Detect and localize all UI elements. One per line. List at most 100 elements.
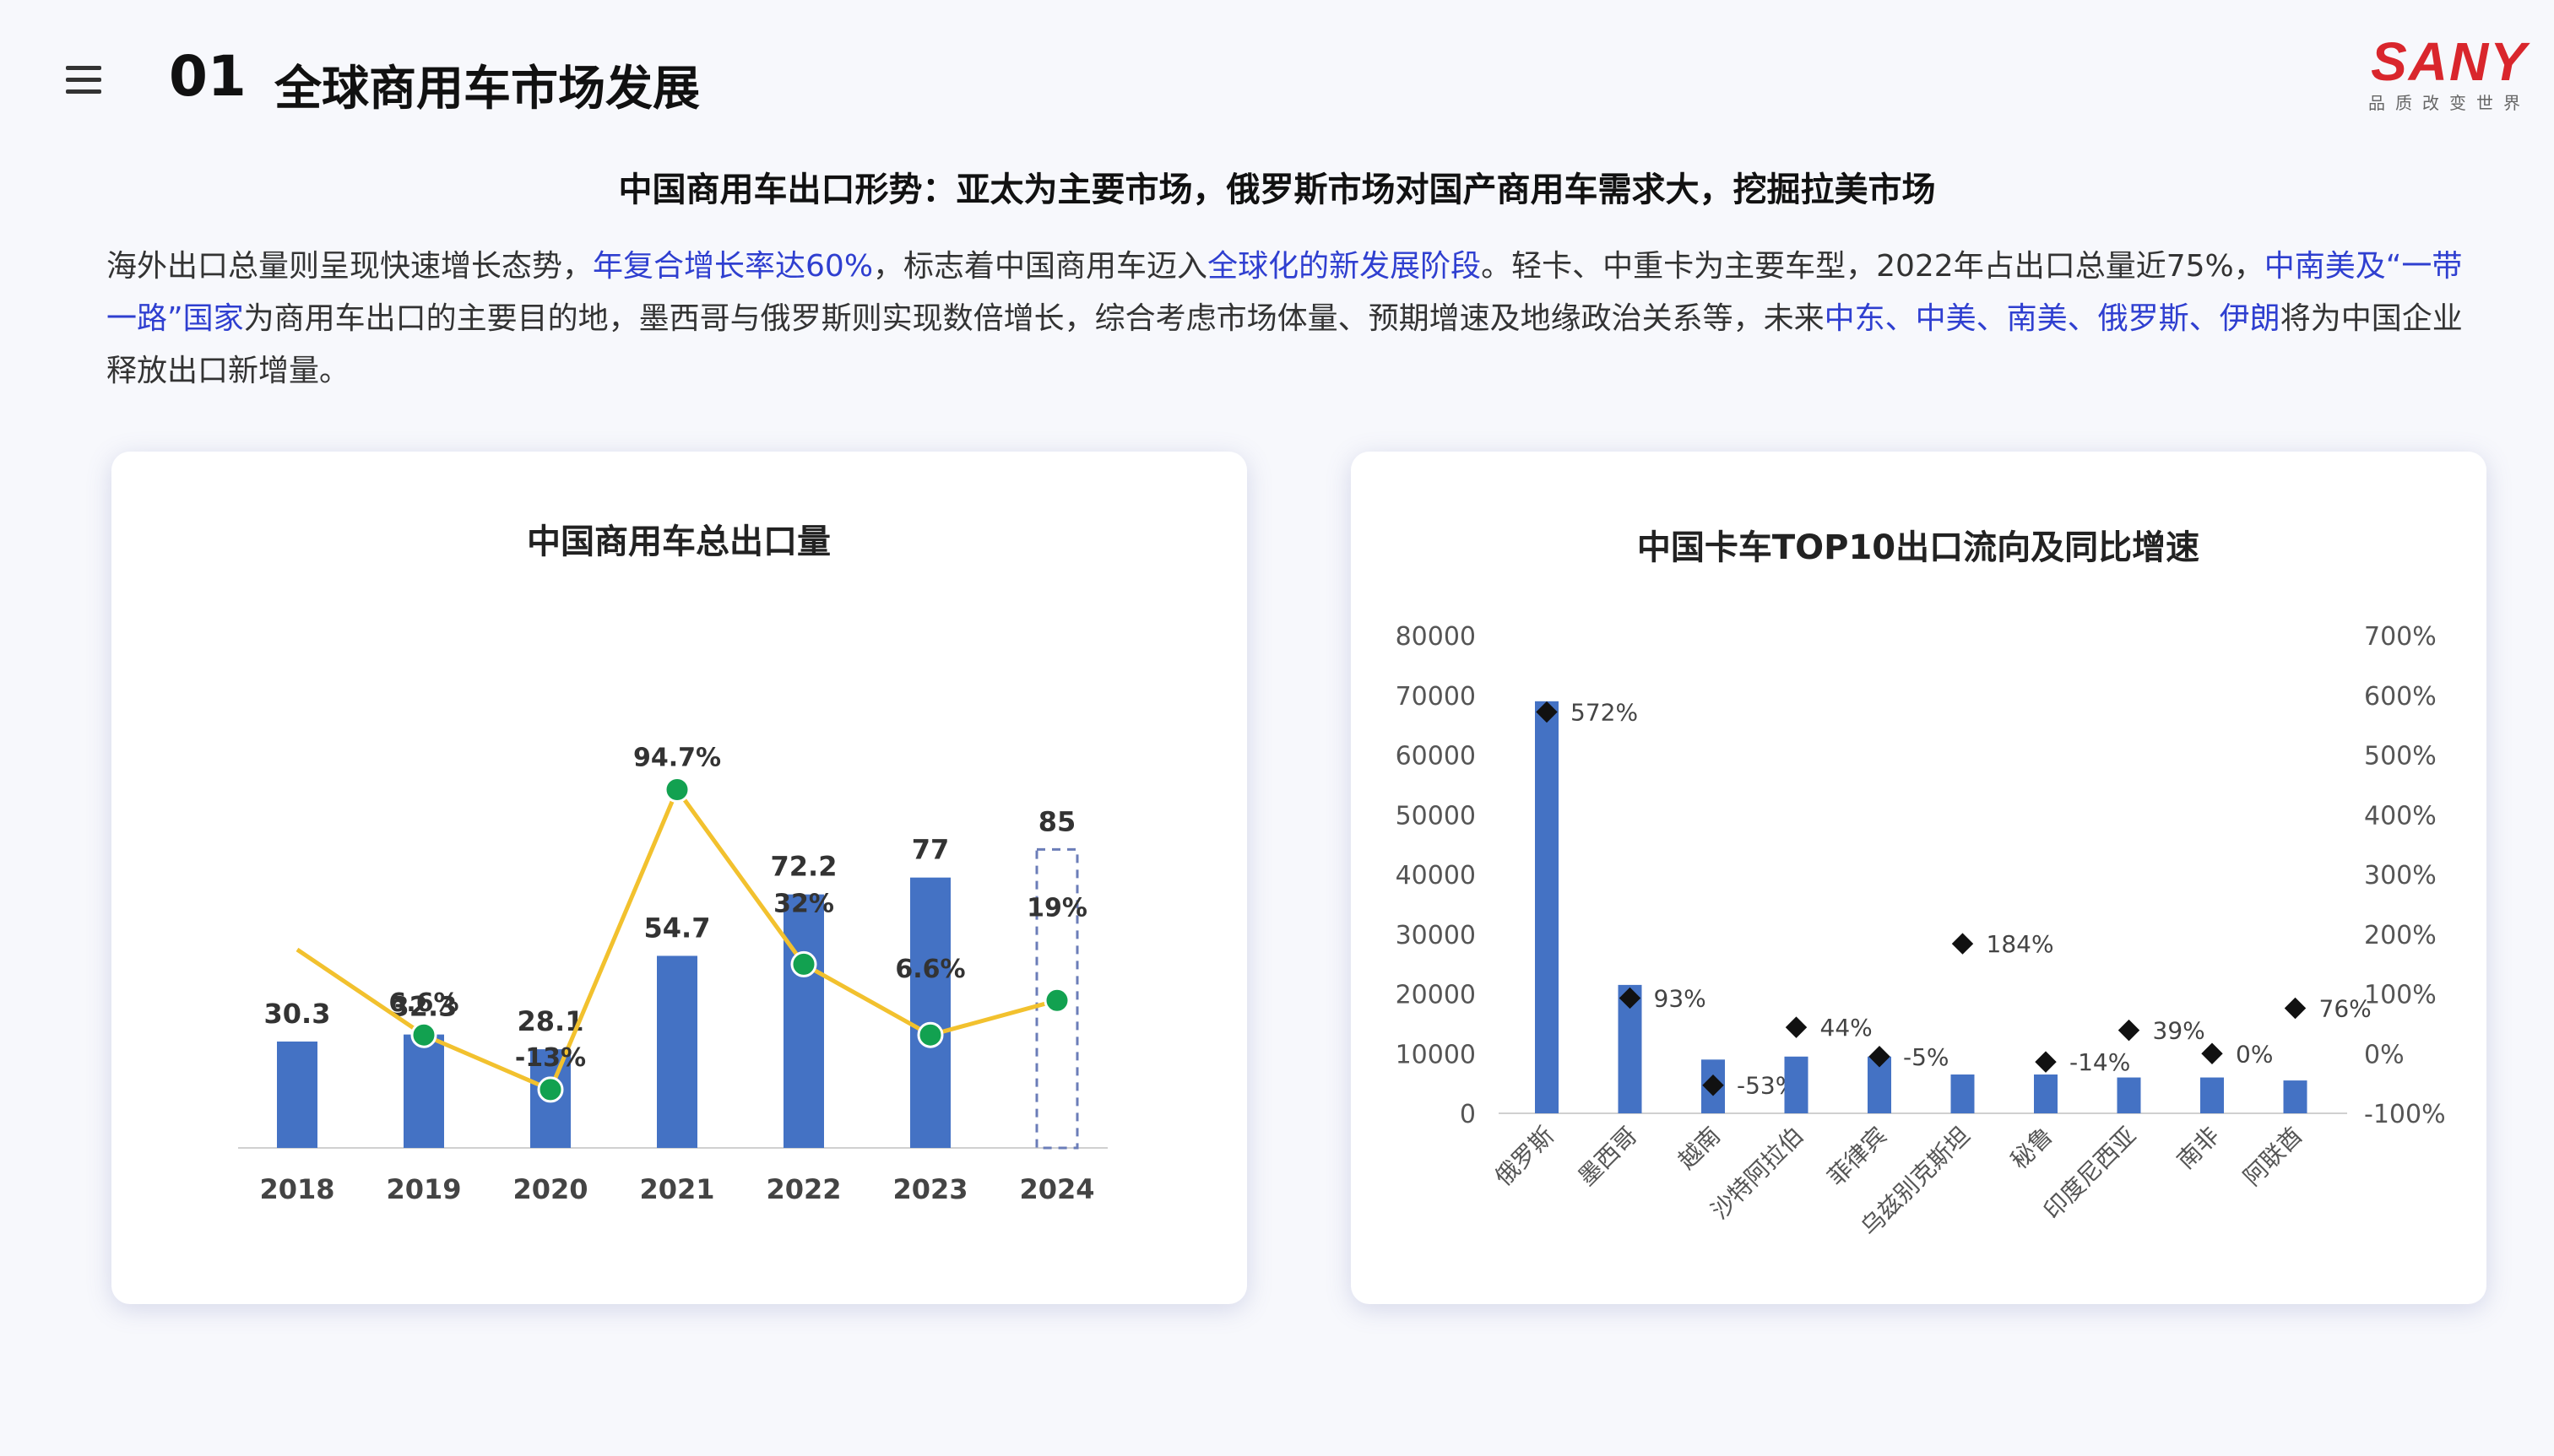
paragraph-text: 为商用车出口的主要目的地，墨西哥与俄罗斯则实现数倍增长，综合考虑市场体量、预期增…	[243, 301, 1825, 336]
y2-tick-label: 400%	[2364, 801, 2437, 831]
paragraph-highlight: 中南美及“一带一路”国家	[106, 249, 2463, 336]
growth-label: -14%	[2069, 1048, 2130, 1076]
bar	[2034, 1074, 2058, 1113]
bar	[2283, 1080, 2307, 1113]
growth-label: 184%	[1987, 930, 2054, 958]
x-tick-label: 阿联酋	[2238, 1122, 2308, 1192]
growth-point	[917, 1021, 944, 1048]
growth-label: -5%	[1903, 1043, 1949, 1071]
paragraph-text: 将为中国企业释放出口新增量。	[106, 301, 2463, 388]
bar-value-label: 85	[1038, 805, 1076, 837]
bar	[1784, 1056, 1808, 1113]
menu-icon[interactable]	[66, 66, 101, 95]
y2-tick-label: 700%	[2364, 622, 2437, 652]
paragraph-text: 。轻卡、中重卡为主要车型，2022年占出口总量近75%，	[1481, 249, 2264, 284]
section-subtitle: 中国商用车出口形势：亚太为主要市场，俄罗斯市场对国产商用车需求大，挖掘拉美市场	[618, 170, 1936, 209]
x-tick-label: 秘鲁	[2005, 1122, 2058, 1175]
logo-word: SANY	[2371, 31, 2528, 92]
growth-label: 0%	[2236, 1040, 2273, 1068]
logo-sub: 品质改变世界	[2368, 93, 2530, 113]
x-tick-label: 2022	[766, 1173, 841, 1205]
growth-label: 19%	[1027, 893, 1087, 923]
summary-paragraph: 海外出口总量则呈现快速增长态势，年复合增长率达60%，标志着中国商用车迈入全球化…	[106, 241, 2487, 398]
y-tick-label: 30000	[1396, 921, 1476, 950]
y2-tick-label: 300%	[2364, 861, 2437, 890]
y2-tick-label: -100%	[2364, 1100, 2446, 1129]
paragraph-text: 海外出口总量则呈现快速增长态势，	[106, 249, 594, 284]
bar	[784, 894, 824, 1148]
bar-value-label: 77	[912, 834, 950, 866]
growth-marker	[2117, 1019, 2140, 1042]
paragraph-highlight: 全球化的新发展阶段	[1207, 249, 1482, 284]
growth-marker	[2284, 997, 2307, 1020]
x-tick-label: 2019	[386, 1173, 461, 1205]
y2-tick-label: 500%	[2364, 742, 2437, 771]
chart-total-exports: 中国商用车总出口量30.3201832.3201928.1202054.7202…	[238, 522, 1108, 1205]
paragraph-highlight: 中东、中美、南美、俄罗斯、伊朗	[1824, 301, 2280, 336]
growth-label: 94.7%	[633, 743, 721, 772]
x-tick-label: 菲律宾	[1822, 1122, 1892, 1192]
bar	[1950, 1074, 1975, 1113]
bar-value-label: 32.3	[391, 991, 458, 1023]
bar	[277, 1041, 317, 1148]
growth-marker	[2201, 1042, 2223, 1064]
growth-label: 93%	[1654, 984, 1706, 1012]
y-tick-label: 0	[1460, 1100, 1476, 1129]
y-tick-label: 40000	[1396, 861, 1476, 890]
page-number: 01	[169, 44, 247, 109]
sany-logo: SANY 品质改变世界	[2368, 30, 2530, 114]
bar	[2117, 1077, 2141, 1113]
chart-title: 中国商用车总出口量	[527, 522, 831, 561]
y2-tick-label: 600%	[2364, 682, 2437, 712]
bar-value-label: 54.7	[644, 912, 711, 944]
growth-label: 6.6%	[895, 955, 965, 984]
growth-label: 572%	[1570, 699, 1638, 727]
x-tick-label: 墨西哥	[1573, 1122, 1643, 1192]
bar	[657, 955, 697, 1148]
growth-label: -13%	[515, 1043, 586, 1073]
growth-marker	[1785, 1016, 1808, 1038]
bar	[1535, 701, 1559, 1113]
growth-point	[410, 1021, 437, 1048]
y-tick-label: 80000	[1396, 622, 1476, 652]
x-tick-label: 俄罗斯	[1489, 1122, 1559, 1192]
y2-tick-label: 0%	[2364, 1040, 2405, 1069]
growth-point	[664, 776, 691, 803]
y-tick-label: 70000	[1396, 682, 1476, 712]
growth-marker	[1951, 933, 1974, 955]
x-tick-label: 2024	[1019, 1173, 1094, 1205]
bar-value-label: 72.2	[771, 851, 838, 883]
chart-top10-destinations: 中国卡车TOP10出口流向及同比增速 80000 70000 60000 50000 40…	[1396, 528, 2446, 1242]
growth-label: 39%	[2153, 1017, 2205, 1045]
y-tick-label: 10000	[1396, 1040, 1476, 1069]
bar	[404, 1034, 444, 1148]
y2-tick-label: 200%	[2364, 921, 2437, 950]
bar-forecast	[1035, 847, 1079, 1150]
bar	[910, 877, 951, 1148]
growth-point	[790, 950, 817, 977]
growth-label: 76%	[2319, 994, 2372, 1022]
growth-point	[1044, 987, 1071, 1014]
x-tick-label: 2020	[512, 1173, 588, 1205]
growth-label: 44%	[1820, 1014, 1873, 1042]
chart-title: 中国卡车TOP10出口流向及同比增速	[1637, 528, 2199, 567]
x-tick-label: 2021	[639, 1173, 714, 1205]
growth-point	[537, 1076, 564, 1103]
y2-tick-label: 100%	[2364, 981, 2437, 1010]
growth-marker	[2035, 1051, 2057, 1073]
x-tick-label: 2023	[892, 1173, 968, 1205]
x-tick-label: 南非	[2172, 1122, 2225, 1175]
x-tick-label: 越南	[1673, 1122, 1726, 1175]
page-title: 全球商用车市场发展	[274, 62, 700, 116]
paragraph-highlight: 年复合增长率达60%	[593, 249, 874, 284]
x-tick-label: 2018	[259, 1173, 334, 1205]
chart-card-total-exports: 中国商用车总出口量 30.3 2018 32.3 2019 28.1 2020 54.7 202…	[111, 452, 1247, 1304]
chart-card-top10: 中国卡车TOP10出口流向及同比增速 80000 70000 60000 50000 40…	[1351, 452, 2486, 1304]
y-tick-label: 60000	[1396, 742, 1476, 771]
growth-label: 6.6%	[388, 988, 458, 1018]
y-tick-label: 50000	[1396, 801, 1476, 831]
bar	[2200, 1077, 2224, 1113]
paragraph-text: ，标志着中国商用车迈入	[873, 249, 1208, 284]
bar-value-label: 30.3	[264, 998, 331, 1030]
growth-label: 32%	[773, 889, 834, 918]
